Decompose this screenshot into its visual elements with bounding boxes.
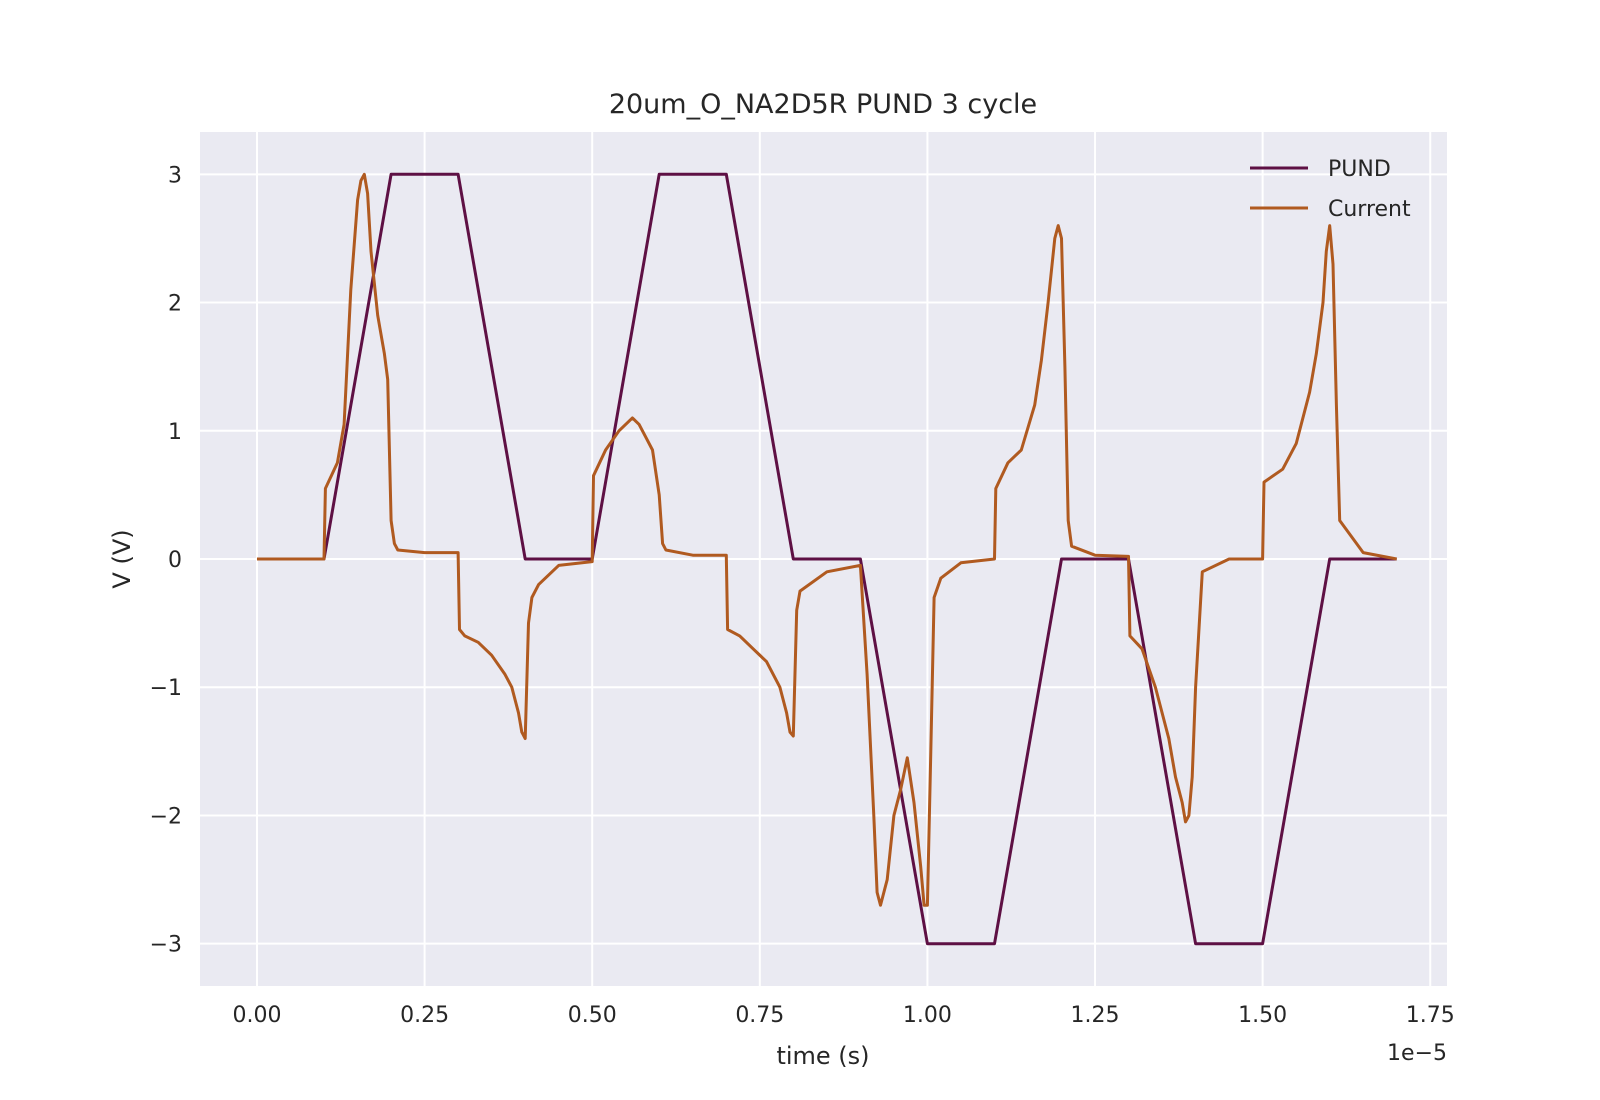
tick-labels: 0.00 0.25 0.50 0.75 1.00 1.25 1.50 1.75 −3 −2 −1 0 1…	[150, 163, 1455, 1028]
series-line-pund	[257, 172, 1397, 946]
y-tick-label: −2	[150, 804, 182, 829]
legend-label-current: Current	[1328, 197, 1411, 222]
chart-title: 20um_O_NA2D5R PUND 3 cycle	[609, 89, 1037, 120]
grid	[200, 132, 1447, 986]
x-tick-label: 1.50	[1238, 1003, 1287, 1028]
y-tick-label: −3	[150, 933, 182, 958]
y-tick-label: 0	[168, 548, 182, 573]
x-tick-label: 0.00	[232, 1003, 281, 1028]
x-tick-label: 0.25	[400, 1003, 449, 1028]
y-axis-label: V (V)	[108, 529, 136, 588]
x-tick-label: 0.75	[735, 1003, 784, 1028]
y-tick-label: −1	[150, 676, 182, 701]
legend-label-pund: PUND	[1328, 157, 1391, 182]
y-tick-label: 1	[168, 420, 182, 445]
x-tick-label: 1.75	[1406, 1003, 1455, 1028]
series-line-current	[257, 172, 1397, 907]
x-tick-label: 1.25	[1071, 1003, 1120, 1028]
y-tick-label: 3	[168, 163, 182, 188]
x-tick-label: 1.00	[903, 1003, 952, 1028]
y-tick-label: 2	[168, 292, 182, 317]
x-offset-label: 1e−5	[1387, 1041, 1447, 1066]
legend: PUND Current	[1250, 157, 1411, 222]
x-tick-label: 0.50	[568, 1003, 617, 1028]
x-axis-label: time (s)	[776, 1042, 869, 1070]
series-layer	[257, 172, 1397, 946]
